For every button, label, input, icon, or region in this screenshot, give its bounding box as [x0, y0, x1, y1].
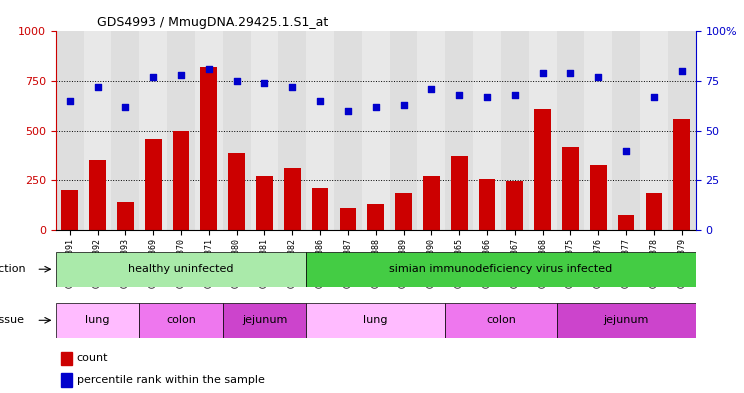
- Text: infection: infection: [0, 264, 25, 274]
- Bar: [557, 31, 584, 230]
- Bar: [222, 303, 307, 338]
- Bar: [451, 156, 467, 230]
- Bar: [473, 31, 501, 230]
- Point: [592, 74, 604, 80]
- Bar: [339, 208, 356, 230]
- Bar: [222, 31, 251, 230]
- Bar: [534, 109, 551, 230]
- Text: colon: colon: [166, 315, 196, 325]
- Point: [231, 78, 243, 84]
- Bar: [423, 176, 440, 230]
- Bar: [417, 31, 445, 230]
- Text: GDS4993 / MmugDNA.29425.1.S1_at: GDS4993 / MmugDNA.29425.1.S1_at: [97, 16, 328, 29]
- Bar: [117, 202, 134, 230]
- Bar: [590, 165, 606, 230]
- Bar: [61, 190, 78, 230]
- Bar: [612, 31, 640, 230]
- Text: percentile rank within the sample: percentile rank within the sample: [77, 375, 265, 386]
- Point: [453, 92, 465, 98]
- Bar: [395, 193, 412, 230]
- Bar: [673, 119, 690, 230]
- Point: [397, 102, 409, 108]
- Bar: [668, 31, 696, 230]
- Text: lung: lung: [364, 315, 388, 325]
- Bar: [56, 31, 83, 230]
- Bar: [278, 31, 307, 230]
- Bar: [362, 31, 390, 230]
- Point: [119, 104, 131, 110]
- Text: healthy uninfected: healthy uninfected: [128, 264, 234, 274]
- Bar: [256, 176, 273, 230]
- Bar: [562, 147, 579, 230]
- Bar: [61, 373, 72, 387]
- Text: count: count: [77, 353, 108, 364]
- Text: lung: lung: [86, 315, 110, 325]
- Bar: [145, 139, 161, 230]
- Point: [314, 98, 326, 104]
- Point: [565, 70, 577, 76]
- Bar: [390, 31, 417, 230]
- Point: [620, 147, 632, 154]
- Bar: [507, 181, 523, 230]
- Bar: [228, 152, 245, 230]
- Bar: [334, 31, 362, 230]
- Bar: [56, 303, 139, 338]
- Bar: [646, 193, 662, 230]
- Point: [258, 80, 270, 86]
- Point: [509, 92, 521, 98]
- Bar: [89, 160, 106, 230]
- Point: [203, 66, 215, 72]
- Bar: [501, 31, 529, 230]
- Bar: [139, 303, 222, 338]
- Point: [175, 72, 187, 78]
- Bar: [139, 31, 167, 230]
- Point: [481, 94, 493, 100]
- Bar: [173, 130, 189, 230]
- Bar: [312, 188, 328, 230]
- Point: [536, 70, 548, 76]
- Point: [286, 84, 298, 90]
- Bar: [445, 303, 557, 338]
- Point: [426, 86, 437, 92]
- Bar: [618, 215, 635, 230]
- Bar: [83, 31, 112, 230]
- Text: jejunum: jejunum: [242, 315, 287, 325]
- Bar: [284, 168, 301, 230]
- Text: tissue: tissue: [0, 315, 25, 325]
- Bar: [640, 31, 668, 230]
- Text: colon: colon: [486, 315, 516, 325]
- Bar: [251, 31, 278, 230]
- Bar: [56, 252, 307, 287]
- Bar: [167, 31, 195, 230]
- Bar: [529, 31, 557, 230]
- Bar: [195, 31, 222, 230]
- Point: [648, 94, 660, 100]
- Bar: [307, 252, 696, 287]
- Bar: [584, 31, 612, 230]
- Text: simian immunodeficiency virus infected: simian immunodeficiency virus infected: [389, 264, 612, 274]
- Point: [147, 74, 159, 80]
- Bar: [61, 352, 72, 365]
- Text: jejunum: jejunum: [603, 315, 649, 325]
- Bar: [200, 67, 217, 230]
- Point: [342, 108, 354, 114]
- Point: [370, 104, 382, 110]
- Bar: [307, 303, 445, 338]
- Bar: [557, 303, 696, 338]
- Point: [92, 84, 103, 90]
- Point: [676, 68, 687, 74]
- Bar: [307, 31, 334, 230]
- Bar: [112, 31, 139, 230]
- Bar: [478, 179, 496, 230]
- Point: [64, 98, 76, 104]
- Bar: [445, 31, 473, 230]
- Bar: [368, 204, 384, 230]
